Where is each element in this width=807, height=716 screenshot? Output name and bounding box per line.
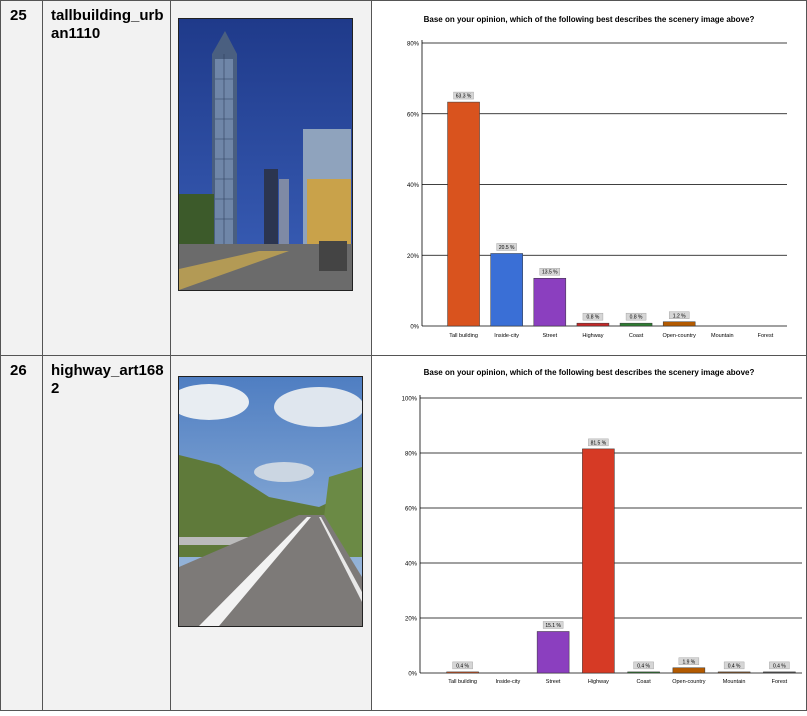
bar <box>536 631 570 674</box>
data-label-bg <box>582 312 604 321</box>
chart-cell: Base on your opinion, which of the follo… <box>371 0 807 356</box>
x-tick-label: Street <box>546 679 561 685</box>
data-label-bg <box>588 438 609 447</box>
x-tick-label: Highway <box>582 333 603 339</box>
y-tick-label: 0% <box>410 325 419 331</box>
data-label: 15.1 % <box>545 623 561 629</box>
data-label: 0.4 % <box>773 663 786 669</box>
data-label-bg <box>452 661 473 670</box>
y-tick-label: 100% <box>402 397 418 403</box>
x-tick-label: Inside-city <box>494 333 519 339</box>
data-label: 0.4 % <box>728 663 741 669</box>
x-tick-label: Mountain <box>711 333 734 339</box>
y-tick-label: 60% <box>405 507 418 513</box>
bar <box>763 671 796 674</box>
image-name: tallbuilding_urban1110 <box>42 0 171 356</box>
table-row: 25 tallbuilding_urban1110 <box>0 0 807 356</box>
data-label-bg <box>539 268 561 276</box>
table-row: 26 highway_art1682 <box>0 355 807 711</box>
image-name: highway_art1682 <box>42 355 171 711</box>
bar <box>619 322 653 327</box>
bar <box>662 321 696 327</box>
y-tick-label: 80% <box>405 452 418 458</box>
bar-chart: 0% 20% 40% 60% 80% 100% Tall building 0.4 % Insi… <box>402 395 802 685</box>
data-label: 1.9 % <box>682 659 695 665</box>
chart-title: Base on your opinion, which of the follo… <box>423 15 755 24</box>
data-label: 0.4 % <box>637 663 650 669</box>
y-tick-label: 0% <box>408 672 417 678</box>
data-label: 0.8 % <box>630 315 643 321</box>
data-label: 0.8 % <box>587 315 600 321</box>
highway-photo <box>178 376 363 627</box>
x-tick-label: Open-country <box>663 333 697 339</box>
data-label-bg <box>678 657 700 665</box>
row-number: 25 <box>0 0 43 356</box>
y-tick-label: 20% <box>405 617 418 623</box>
y-tick-label: 40% <box>407 183 420 189</box>
x-tick-label: Open-country <box>672 679 706 685</box>
x-tick-label: Coast <box>636 679 651 685</box>
bar-chart: 0% 20% 40% 60% 80% Tall building 63.3 % Inside-… <box>407 40 787 339</box>
image-cell <box>170 355 372 711</box>
data-label-bg <box>625 312 647 321</box>
x-tick-label: Street <box>542 333 557 339</box>
tall-building-photo <box>178 18 353 291</box>
x-tick-label: Tall building <box>448 679 477 685</box>
bar <box>490 253 523 327</box>
chart-cell: Base on your opinion, which of the follo… <box>371 355 807 711</box>
data-label: 20.5 % <box>499 245 515 251</box>
data-label: 0.4 % <box>456 663 469 669</box>
data-label-bg <box>723 661 745 670</box>
chart-title: Base on your opinion, which of the follo… <box>423 368 755 377</box>
data-label: 1.2 % <box>673 313 686 319</box>
data-label-bg <box>633 661 654 670</box>
x-tick-label: Inside-city <box>495 679 520 685</box>
data-label-bg <box>542 621 564 629</box>
bar <box>717 671 751 674</box>
bar <box>446 671 479 674</box>
y-tick-label: 20% <box>407 254 420 260</box>
data-label: 63.3 % <box>456 94 472 100</box>
x-tick-label: Coast <box>629 333 644 339</box>
bar <box>582 448 615 674</box>
row-number: 26 <box>0 355 43 711</box>
x-tick-label: Highway <box>588 679 609 685</box>
bar <box>672 667 706 674</box>
bar <box>627 671 660 674</box>
bar <box>533 277 567 327</box>
data-label: 13.5 % <box>542 270 558 276</box>
y-tick-label: 60% <box>407 112 420 118</box>
x-tick-label: Tall building <box>449 333 478 339</box>
y-tick-label: 40% <box>405 562 418 568</box>
data-label-bg <box>769 661 790 670</box>
x-tick-label: Forest <box>758 333 774 339</box>
x-tick-label: Forest <box>772 679 788 685</box>
data-label: 81.5 % <box>591 440 607 446</box>
image-cell <box>170 0 372 356</box>
data-label-bg <box>453 91 474 100</box>
bar <box>576 322 610 327</box>
bar <box>447 101 480 327</box>
x-tick-label: Mountain <box>723 679 746 685</box>
y-tick-label: 80% <box>407 42 420 48</box>
data-label-bg <box>496 243 517 251</box>
data-label-bg <box>668 311 690 319</box>
